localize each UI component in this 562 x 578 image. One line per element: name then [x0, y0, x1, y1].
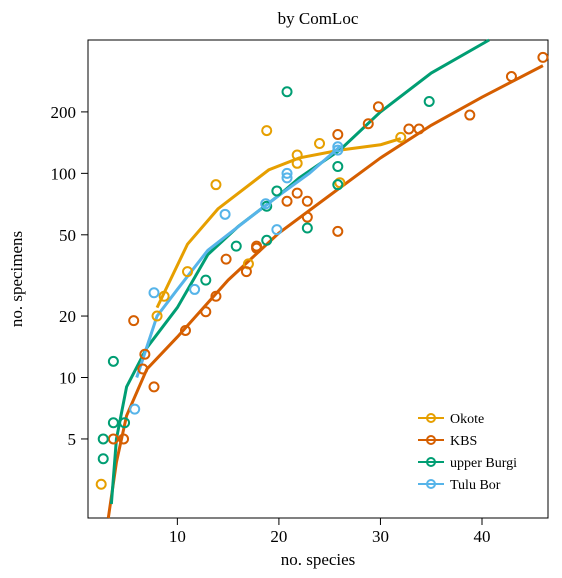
- point: [537, 51, 549, 63]
- legend-marker: [426, 413, 436, 423]
- point: [505, 71, 517, 83]
- point: [151, 310, 163, 322]
- y-tick-label: 50: [59, 226, 76, 245]
- y-tick-label: 20: [59, 307, 76, 326]
- y-tick-label: 200: [51, 103, 77, 122]
- point: [281, 86, 293, 98]
- point: [139, 348, 151, 360]
- point: [281, 195, 293, 207]
- legend-label: upper Burgi: [450, 456, 517, 471]
- point: [281, 167, 293, 179]
- legend-label: KBS: [450, 434, 477, 449]
- point: [464, 109, 476, 121]
- point: [95, 478, 107, 490]
- point: [240, 266, 252, 278]
- point: [281, 172, 293, 184]
- point: [413, 123, 425, 135]
- point: [301, 222, 313, 234]
- point: [119, 417, 131, 429]
- point: [219, 208, 231, 220]
- point: [148, 381, 160, 393]
- fit-line: [155, 137, 402, 309]
- x-tick-label: 30: [372, 527, 389, 546]
- point: [372, 101, 384, 113]
- point: [179, 324, 191, 336]
- point: [148, 287, 160, 299]
- point: [423, 95, 435, 107]
- point: [261, 125, 273, 137]
- point: [230, 240, 242, 252]
- point: [271, 185, 283, 197]
- x-tick-label: 40: [473, 527, 490, 546]
- legend-marker: [426, 435, 436, 445]
- point: [189, 283, 201, 295]
- point: [158, 290, 170, 302]
- x-tick-label: 10: [169, 527, 186, 546]
- point: [129, 403, 141, 415]
- y-axis-label: no. specimens: [7, 231, 26, 327]
- point: [314, 138, 326, 150]
- point: [271, 224, 283, 236]
- point: [403, 123, 415, 135]
- x-tick-label: 20: [270, 527, 287, 546]
- point: [260, 198, 272, 210]
- point: [291, 187, 303, 199]
- point: [332, 179, 344, 191]
- point: [332, 161, 344, 173]
- legend-label: Okote: [450, 412, 484, 427]
- point: [251, 242, 263, 254]
- point: [128, 315, 140, 327]
- legend-label: Tulu Bor: [450, 478, 501, 493]
- point: [210, 179, 222, 191]
- y-tick-label: 100: [51, 164, 77, 183]
- point: [182, 266, 194, 278]
- point: [291, 157, 303, 169]
- x-axis-label: no. species: [281, 550, 356, 569]
- legend-marker: [426, 457, 436, 467]
- point: [137, 363, 149, 375]
- plot-frame: [87, 39, 549, 519]
- point: [332, 144, 344, 156]
- fit-line: [106, 64, 544, 519]
- point: [107, 433, 119, 445]
- point: [200, 274, 212, 286]
- point: [261, 234, 273, 246]
- legend-marker: [426, 479, 436, 489]
- point: [97, 453, 109, 465]
- point: [332, 128, 344, 140]
- point: [107, 417, 119, 429]
- y-tick-label: 5: [68, 430, 77, 449]
- point: [220, 253, 232, 265]
- chart-title: by ComLoc: [278, 9, 359, 28]
- y-tick-label: 10: [59, 368, 76, 387]
- point: [362, 118, 374, 130]
- point: [118, 433, 130, 445]
- point: [107, 355, 119, 367]
- point: [332, 141, 344, 153]
- point: [210, 290, 222, 302]
- fit-line: [109, 38, 490, 505]
- point: [334, 177, 346, 189]
- point: [395, 131, 407, 143]
- fit-line: [135, 145, 341, 378]
- point: [200, 306, 212, 318]
- point: [301, 195, 313, 207]
- point: [97, 433, 109, 445]
- point: [332, 225, 344, 237]
- point: [301, 211, 313, 223]
